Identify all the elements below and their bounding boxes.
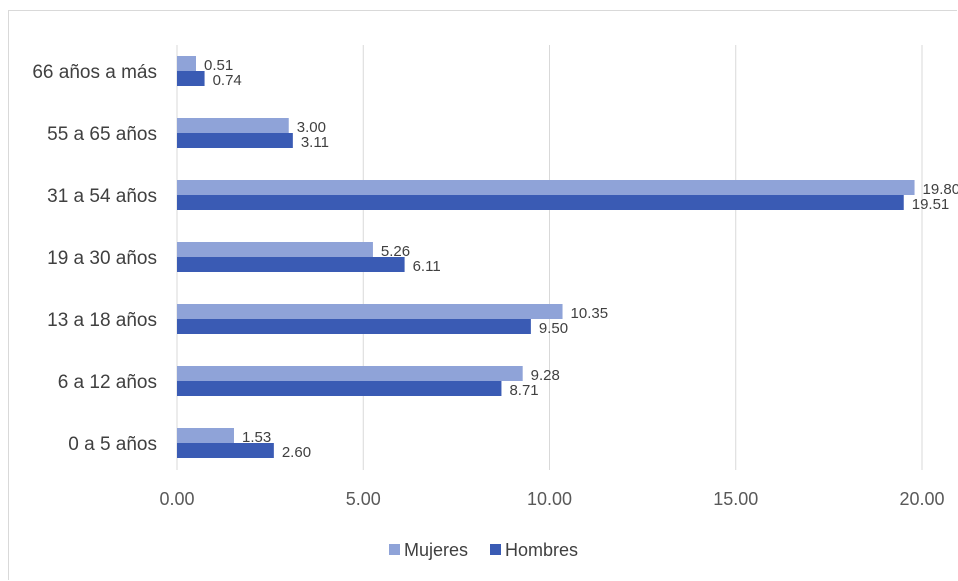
- bar-hombres: [177, 319, 531, 334]
- data-label: 9.28: [531, 367, 560, 384]
- bar-mujeres: [177, 242, 373, 257]
- legend-swatch-hombres: [490, 544, 501, 555]
- data-label: 19.80: [923, 181, 958, 198]
- x-tick-label: 20.00: [899, 489, 944, 509]
- bar-hombres: [177, 381, 502, 396]
- legend-label-mujeres: Mujeres: [404, 540, 468, 560]
- x-tick-labels: 0.00 5.00 10.00 15.00 20.00: [159, 489, 944, 509]
- category-label: 19 a 30 años: [47, 248, 157, 269]
- bar-mujeres: [177, 366, 523, 381]
- data-label: 3.00: [297, 119, 326, 136]
- bar-hombres: [177, 257, 405, 272]
- data-label: 10.35: [571, 305, 609, 322]
- bar-mujeres: [177, 56, 196, 71]
- data-label: 0.74: [213, 72, 242, 89]
- category-label: 55 a 65 años: [47, 124, 157, 145]
- category-label: 66 años a más: [32, 62, 157, 83]
- bar-hombres: [177, 443, 274, 458]
- category-label: 13 a 18 años: [47, 310, 157, 331]
- data-label: 8.71: [509, 382, 538, 399]
- bar-hombres: [177, 195, 904, 210]
- chart-frame: [8, 10, 957, 580]
- data-label: 2.60: [282, 444, 311, 461]
- data-label: 6.11: [413, 258, 441, 275]
- bar-hombres: [177, 133, 293, 148]
- data-label: 5.26: [381, 243, 410, 260]
- legend: Mujeres Hombres: [389, 540, 578, 560]
- data-label: 19.51: [912, 196, 950, 213]
- bar-mujeres: [177, 180, 915, 195]
- data-label: 9.50: [539, 320, 568, 337]
- x-tick-label: 15.00: [713, 489, 758, 509]
- bar-hombres: [177, 71, 205, 86]
- data-label: 3.11: [301, 134, 329, 151]
- x-tick-label: 5.00: [346, 489, 381, 509]
- category-label: 6 a 12 años: [58, 372, 157, 393]
- bar-mujeres: [177, 118, 289, 133]
- x-tick-label: 0.00: [159, 489, 194, 509]
- data-label: 0.51: [204, 57, 233, 74]
- category-label: 31 a 54 años: [47, 186, 157, 207]
- category-labels: 66 años a más 55 a 65 años 31 a 54 años 19 …: [32, 62, 157, 455]
- data-labels: 0.510.743.003.1119.8019.515.266.1110.359…: [204, 57, 958, 461]
- legend-swatch-mujeres: [389, 544, 400, 555]
- bar-mujeres: [177, 304, 563, 319]
- data-label: 1.53: [242, 429, 271, 446]
- x-tick-label: 10.00: [527, 489, 572, 509]
- bars: [177, 56, 915, 458]
- category-label: 0 a 5 años: [68, 434, 157, 455]
- legend-label-hombres: Hombres: [505, 540, 578, 560]
- bar-mujeres: [177, 428, 234, 443]
